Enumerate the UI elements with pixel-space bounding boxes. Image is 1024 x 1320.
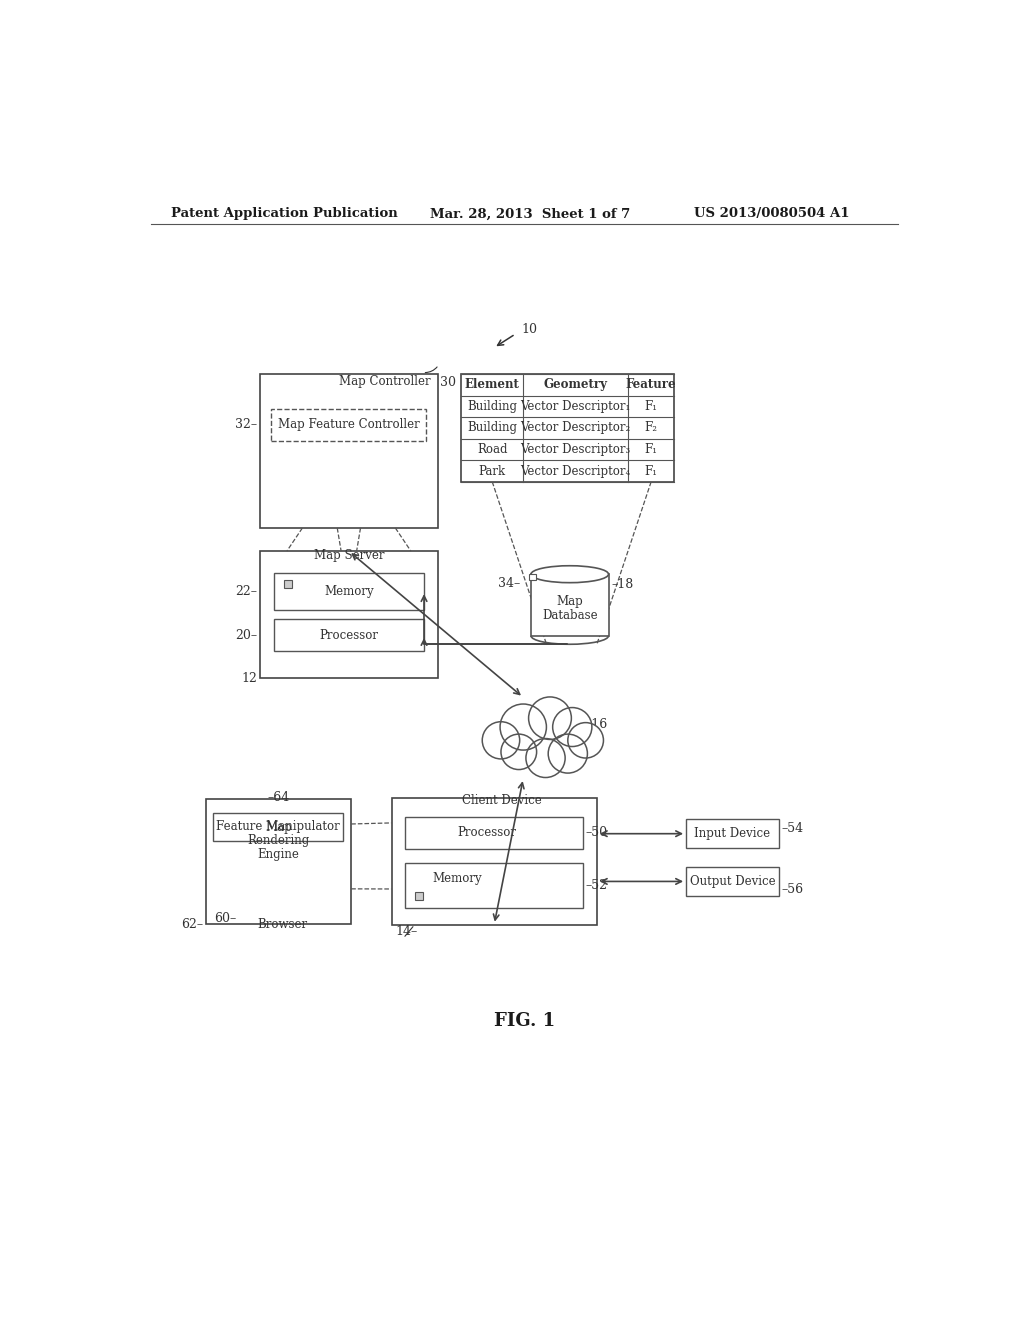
Ellipse shape bbox=[531, 566, 608, 582]
Text: Input Device: Input Device bbox=[694, 828, 771, 841]
Circle shape bbox=[526, 739, 565, 777]
Bar bbox=[391, 797, 597, 924]
Text: Building: Building bbox=[467, 421, 517, 434]
Text: –54: –54 bbox=[781, 822, 804, 836]
Text: –18: –18 bbox=[611, 578, 634, 591]
Text: Patent Application Publication: Patent Application Publication bbox=[171, 207, 397, 220]
Text: –56: –56 bbox=[781, 883, 804, 896]
Text: 60–: 60– bbox=[214, 912, 237, 925]
Circle shape bbox=[500, 704, 547, 750]
Bar bbox=[284, 581, 292, 589]
Bar bbox=[461, 374, 675, 482]
Bar bbox=[273, 573, 424, 610]
Bar bbox=[273, 619, 424, 651]
Text: –50: –50 bbox=[586, 826, 607, 840]
Text: Feature Manipulator: Feature Manipulator bbox=[216, 820, 340, 833]
Text: 30: 30 bbox=[439, 376, 456, 388]
FancyBboxPatch shape bbox=[260, 374, 438, 528]
Text: Rendering: Rendering bbox=[247, 834, 309, 847]
Text: Client Device: Client Device bbox=[462, 793, 542, 807]
Text: Mar. 28, 2013  Sheet 1 of 7: Mar. 28, 2013 Sheet 1 of 7 bbox=[430, 207, 631, 220]
Text: Memory: Memory bbox=[432, 873, 482, 886]
Bar bbox=[406, 863, 583, 908]
Text: 14–: 14– bbox=[395, 925, 418, 939]
Text: Output Device: Output Device bbox=[690, 875, 775, 888]
Bar bbox=[529, 574, 536, 581]
Bar bbox=[406, 817, 583, 849]
Text: Building: Building bbox=[467, 400, 517, 413]
Text: Geometry: Geometry bbox=[544, 379, 607, 391]
Text: Vector Descriptor₄: Vector Descriptor₄ bbox=[520, 465, 631, 478]
Text: F₁: F₁ bbox=[645, 400, 657, 413]
Circle shape bbox=[482, 722, 520, 759]
Bar bbox=[260, 552, 438, 678]
Bar bbox=[206, 799, 351, 924]
Bar bbox=[213, 813, 343, 841]
Text: Browser: Browser bbox=[257, 917, 307, 931]
Text: Processor: Processor bbox=[319, 628, 379, 642]
Bar bbox=[415, 892, 423, 900]
Text: 32–: 32– bbox=[236, 418, 257, 432]
Circle shape bbox=[501, 734, 537, 770]
Text: Processor: Processor bbox=[457, 826, 516, 840]
Text: Element: Element bbox=[465, 379, 520, 391]
Text: Park: Park bbox=[478, 465, 506, 478]
Text: –64: –64 bbox=[267, 791, 290, 804]
Text: F₂: F₂ bbox=[645, 421, 657, 434]
Circle shape bbox=[548, 734, 588, 774]
Text: FIG. 1: FIG. 1 bbox=[495, 1012, 555, 1030]
Text: Map Controller: Map Controller bbox=[339, 375, 430, 388]
Bar bbox=[686, 818, 779, 849]
Text: F₁: F₁ bbox=[645, 465, 657, 478]
Circle shape bbox=[553, 708, 592, 747]
Text: 22–: 22– bbox=[236, 585, 257, 598]
Bar bbox=[271, 409, 426, 441]
Text: Map: Map bbox=[556, 594, 583, 607]
Text: Map: Map bbox=[265, 821, 292, 834]
Text: 20–: 20– bbox=[236, 628, 257, 642]
Bar bbox=[531, 574, 608, 636]
Text: Map Feature Controller: Map Feature Controller bbox=[278, 418, 420, 432]
Circle shape bbox=[528, 697, 571, 739]
Text: –16: –16 bbox=[586, 718, 607, 731]
Text: Road: Road bbox=[477, 444, 508, 455]
Text: US 2013/0080504 A1: US 2013/0080504 A1 bbox=[693, 207, 849, 220]
Text: 12: 12 bbox=[242, 672, 257, 685]
Text: 34–: 34– bbox=[498, 577, 520, 590]
Text: F₁: F₁ bbox=[645, 444, 657, 455]
Text: 10: 10 bbox=[521, 323, 538, 335]
Text: Map Server: Map Server bbox=[313, 549, 384, 562]
Text: Vector Descriptor₂: Vector Descriptor₂ bbox=[520, 421, 631, 434]
Text: Vector Descriptor₁: Vector Descriptor₁ bbox=[520, 400, 631, 413]
Text: –52: –52 bbox=[586, 879, 607, 892]
Text: Engine: Engine bbox=[257, 849, 299, 862]
Text: Database: Database bbox=[542, 610, 598, 622]
Text: 62–: 62– bbox=[181, 917, 203, 931]
Text: Memory: Memory bbox=[324, 585, 374, 598]
Circle shape bbox=[568, 722, 603, 758]
Bar bbox=[686, 867, 779, 896]
Text: Vector Descriptor₃: Vector Descriptor₃ bbox=[520, 444, 631, 455]
Text: Feature: Feature bbox=[626, 379, 677, 391]
